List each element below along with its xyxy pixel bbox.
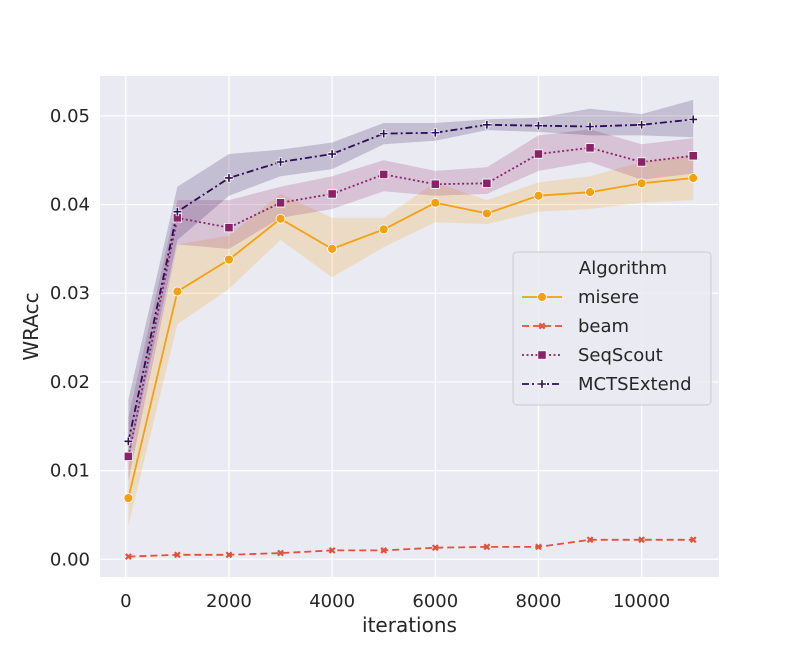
x-tick-label: 10000 (613, 591, 670, 612)
y-tick-label: 0.00 (50, 549, 90, 570)
y-tick-label: 0.03 (50, 283, 90, 304)
beam-line (128, 538, 694, 558)
legend-label-misere: misere (578, 287, 639, 308)
seqscout-point (379, 169, 389, 180)
mctsextend-point-stroke (637, 120, 646, 129)
tick-labels: 0 2000 4000 6000 8000 10000 0.00 0.01 0.02 0.03 0.… (50, 106, 670, 612)
x-tick-label: 4000 (309, 591, 355, 612)
mctsextend-point-stroke (379, 129, 388, 138)
misere-point (430, 197, 441, 208)
misere-line (127, 177, 694, 499)
mctsextend-line (127, 118, 694, 442)
legend-title: Algorithm (579, 258, 667, 279)
mctsextend-point-stroke (328, 150, 337, 158)
y-tick-label: 0.02 (50, 372, 90, 393)
beam-point (225, 551, 233, 559)
x-tick-label: 8000 (516, 591, 562, 612)
beam-point (328, 547, 336, 554)
seqscout-point (482, 178, 492, 188)
misere-point (327, 244, 338, 254)
mctsextend-point-stroke (225, 174, 233, 182)
beam-point (380, 547, 388, 554)
seqscout-point (123, 451, 133, 462)
y-tick-label: 0.01 (50, 461, 90, 482)
beam-point (483, 543, 491, 551)
seqscout-point (585, 143, 595, 153)
beam-point (431, 544, 439, 552)
misere-point (224, 254, 234, 265)
x-tick-label: 0 (120, 591, 131, 612)
mctsextend-point-stroke (173, 207, 182, 216)
legend-marker-misere (537, 292, 547, 302)
misere-point (636, 178, 647, 189)
misere-point (688, 173, 699, 183)
beam-point (638, 536, 646, 544)
seqscout-point (637, 157, 647, 167)
legend-marker-mctsextend-stroke (538, 380, 546, 388)
seqscout-ci-band (128, 129, 694, 482)
beam-point (124, 553, 132, 560)
beam-point (689, 536, 697, 544)
series-markers (123, 114, 699, 560)
y-axis-label: WRAcc (19, 292, 43, 360)
mctsextend-point-stroke (586, 122, 594, 131)
misere-point (172, 286, 183, 297)
legend-marker-beam (538, 322, 546, 330)
confidence-bands (128, 99, 694, 526)
misere-point (481, 208, 492, 219)
beam-point (173, 551, 181, 559)
seqscout-point (688, 151, 698, 161)
seqscout-point (275, 198, 286, 208)
x-tick-label: 6000 (412, 591, 458, 612)
y-tick-label: 0.04 (50, 195, 90, 216)
legend-box (512, 251, 712, 406)
beam-point (535, 543, 542, 551)
x-tick-label: 2000 (206, 591, 252, 612)
misere-point (275, 213, 286, 224)
legend: Algorithm misere beam SeqScout MCTSExtend (512, 251, 712, 406)
misere-ci-band (128, 155, 694, 526)
legend-label-beam: beam (578, 316, 629, 337)
misere-point (585, 187, 595, 198)
seqscout-point (430, 179, 440, 189)
seqscout-point (533, 149, 544, 159)
seqscout-point (224, 223, 234, 233)
beam-point (586, 536, 594, 544)
x-axis-label: iterations (362, 613, 457, 637)
misere-point (533, 190, 544, 201)
misere-point (123, 493, 134, 503)
mctsextend-point-stroke (124, 437, 133, 446)
seqscout-line (127, 146, 694, 457)
legend-entries: misere beam SeqScout MCTSExtend (522, 287, 692, 395)
legend-label-mctsextend: MCTSExtend (578, 374, 692, 395)
y-tick-label: 0.05 (50, 106, 90, 127)
legend-label-seqscout: SeqScout (578, 345, 663, 366)
mctsextend-point-stroke (482, 120, 491, 129)
mctsextend-point-stroke (276, 158, 285, 166)
mctsextend-point-stroke (431, 128, 440, 137)
legend-marker-seqscout (537, 350, 547, 360)
misere-point (378, 224, 389, 235)
mctsextend-point-stroke (534, 121, 543, 130)
series-lines (127, 118, 694, 558)
beam-point (277, 549, 284, 557)
seqscout-point (327, 189, 337, 199)
mctsextend-point-stroke (689, 115, 698, 124)
